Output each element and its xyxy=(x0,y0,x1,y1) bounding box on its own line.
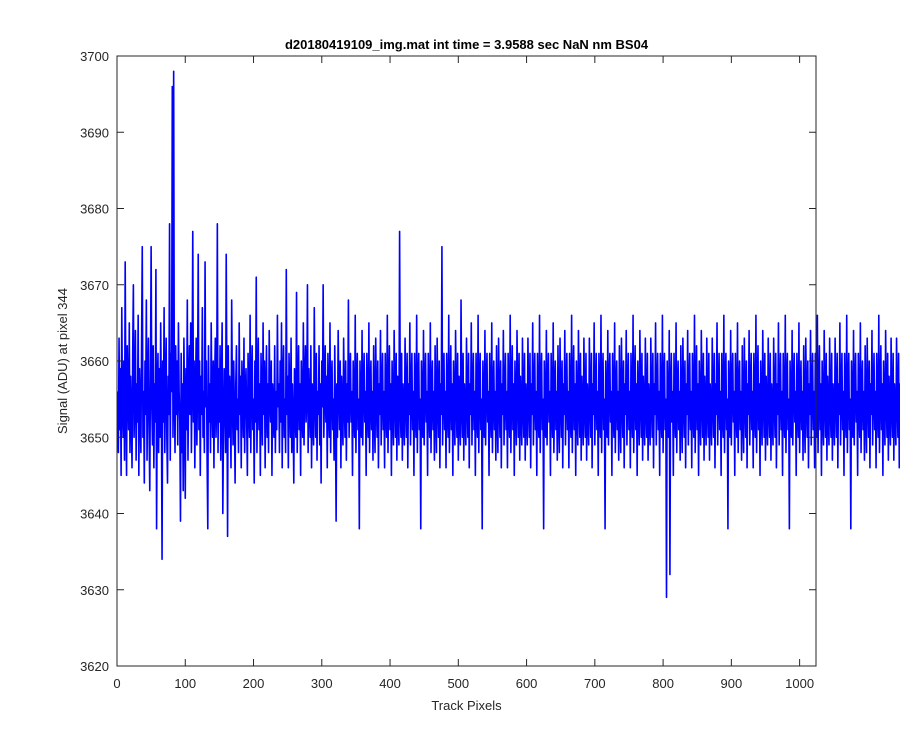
y-axis-label: Signal (ADU) at pixel 344 xyxy=(55,288,70,434)
x-tick-label: 900 xyxy=(721,676,743,691)
x-tick-label: 200 xyxy=(243,676,265,691)
x-tick-label: 500 xyxy=(447,676,469,691)
series-layer xyxy=(116,70,900,599)
x-tick-label: 0 xyxy=(113,676,120,691)
x-tick-label: 400 xyxy=(379,676,401,691)
y-tick-label: 3650 xyxy=(80,430,109,445)
y-tick-label: 3660 xyxy=(80,354,109,369)
x-tick-label: 600 xyxy=(516,676,538,691)
y-tick-label: 3700 xyxy=(80,49,109,64)
series-line-0 xyxy=(116,70,900,599)
y-tick-label: 3690 xyxy=(80,125,109,140)
ticks-layer: 0 100 200 300 400 500 600 700 800 900 1000 3620 3630… xyxy=(80,49,816,691)
y-tick-label: 3640 xyxy=(80,507,109,522)
x-axis-label: Track Pixels xyxy=(431,698,502,713)
x-tick-label: 300 xyxy=(311,676,333,691)
x-tick-label: 1000 xyxy=(785,676,814,691)
x-tick-label: 100 xyxy=(174,676,196,691)
y-tick-label: 3670 xyxy=(80,278,109,293)
y-tick-label: 3680 xyxy=(80,202,109,217)
y-tick-label: 3620 xyxy=(80,659,109,674)
y-tick-label: 3630 xyxy=(80,583,109,598)
axes-box xyxy=(116,55,817,667)
x-tick-label: 800 xyxy=(652,676,674,691)
chart-title: d20180419109_img.mat int time = 3.9588 s… xyxy=(285,37,649,52)
x-tick-label: 700 xyxy=(584,676,606,691)
